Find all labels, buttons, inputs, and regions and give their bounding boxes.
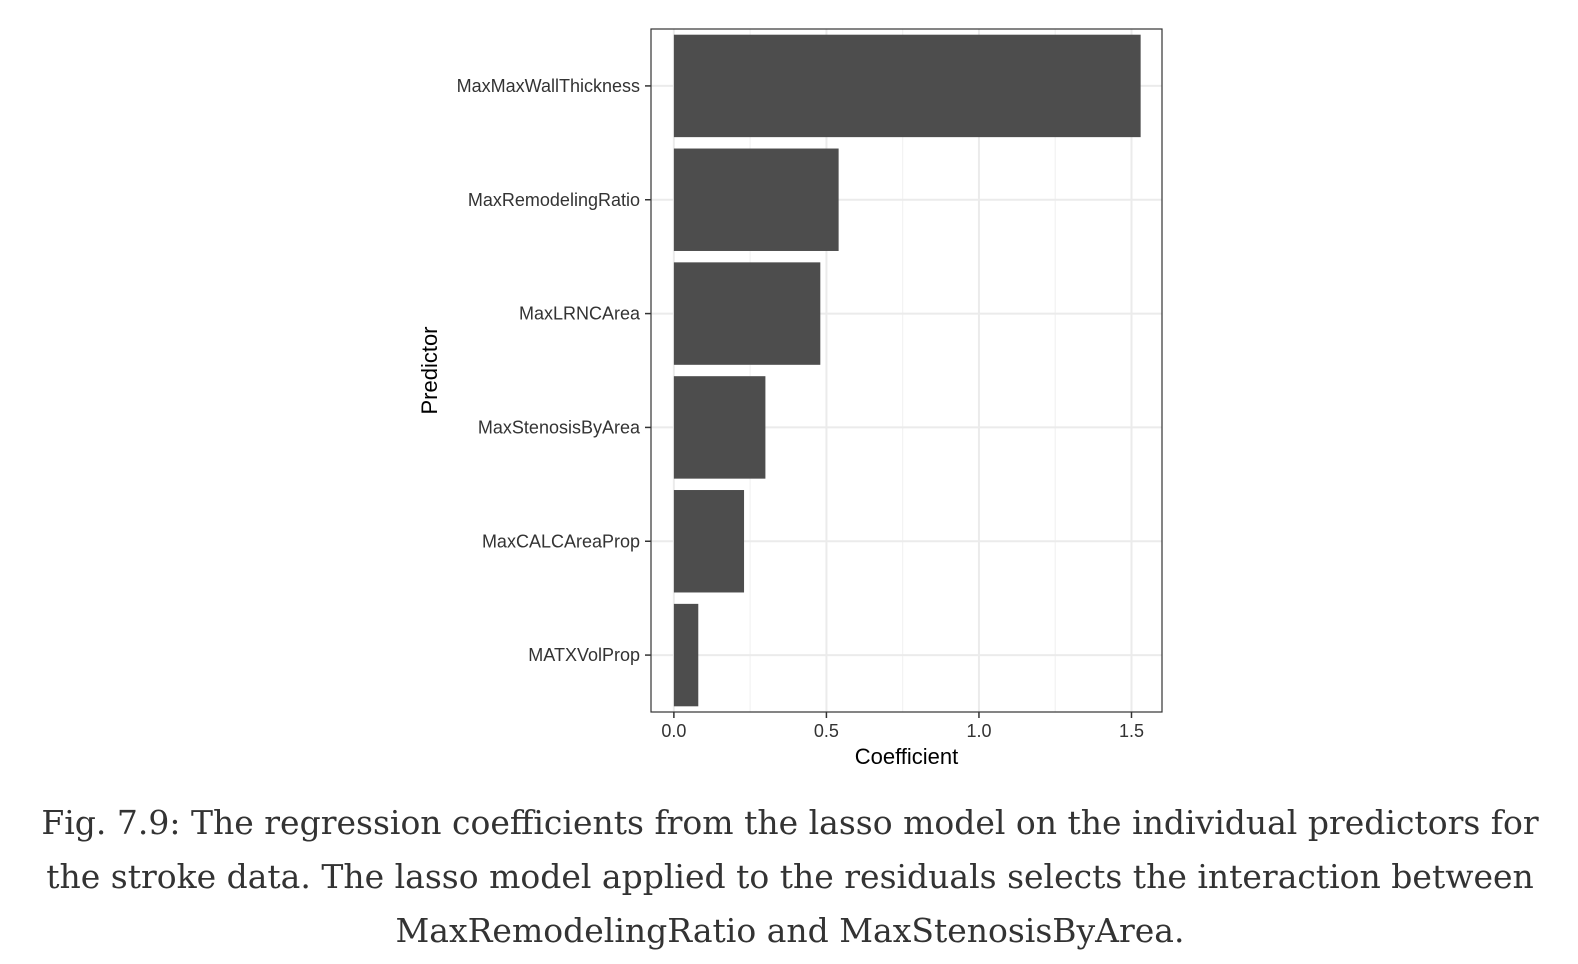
figure-caption: Fig. 7.9: The regression coefficients fr… [41,803,1539,950]
bar-MaxLRNCArea [673,262,821,365]
y-tick-label: MaxRemodelingRatio [468,190,640,210]
x-axis: 0.0 0.5 1.0 1.5 [661,712,1144,741]
x-tick-label: 1.0 [966,721,991,741]
bar-MaxStenosisByArea [673,376,766,479]
y-tick-label: MaxCALCAreaProp [482,531,640,551]
plot-panel [651,29,1162,712]
y-axis: MaxMaxWallThickness MaxRemodelingRatio Max… [457,76,651,665]
x-axis-title: Coefficient [855,744,959,769]
bar-MaxMaxWallThickness [673,34,1141,138]
x-tick-label: 0.0 [661,721,686,741]
bar-MATXVolProp [673,603,699,707]
bar-MaxRemodelingRatio [673,148,839,251]
y-tick-label: MaxStenosisByArea [478,417,641,437]
bars [673,34,1141,707]
y-tick-label: MATXVolProp [528,645,640,665]
x-tick-label: 0.5 [814,721,839,741]
bar-MaxCALCAreaProp [673,490,745,593]
y-tick-label: MaxLRNCArea [519,304,641,324]
y-axis-title: Predictor [417,326,442,414]
plot-panel-border [650,28,1163,713]
x-tick-label: 1.5 [1119,721,1144,741]
y-tick-label: MaxMaxWallThickness [457,76,640,96]
coefficient-bar-chart: MaxMaxWallThickness MaxRemodelingRatio Max… [417,28,1163,769]
